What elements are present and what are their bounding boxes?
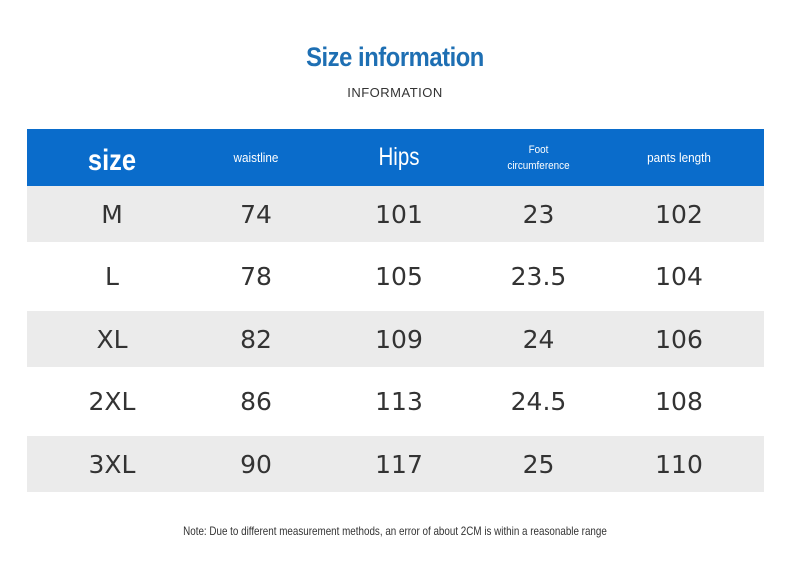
cell-size: XL (96, 324, 128, 354)
cell-waistline: 86 (240, 387, 272, 416)
measurement-note: Note: Due to different measurement metho… (183, 524, 607, 538)
cell-foot-circumference: 25 (522, 449, 555, 479)
table-row: XL 82 109 24 106 (27, 311, 764, 367)
column-header-hips: Hips (378, 143, 420, 171)
table-row: 2XL 86 113 24.5 108 (27, 367, 764, 436)
cell-hips: 113 (375, 387, 423, 416)
column-header-foot-line1: Foot (528, 143, 549, 156)
cell-foot-circumference: 24.5 (510, 387, 567, 416)
column-header-foot-line2: circumference (507, 159, 570, 172)
cell-hips: 101 (375, 199, 423, 229)
cell-pants-length: 104 (655, 262, 703, 291)
column-header-foot-circumference: Foot circumference (489, 142, 589, 174)
cell-waistline: 74 (240, 199, 272, 229)
table-row: L 78 105 23.5 104 (27, 242, 764, 311)
table-row: 3XL 90 117 25 110 (27, 436, 764, 492)
cell-foot-circumference: 23 (522, 199, 555, 229)
cell-waistline: 82 (240, 324, 272, 354)
page-title: Size information (306, 42, 484, 72)
cell-pants-length: 108 (655, 387, 703, 416)
cell-size: L (105, 262, 119, 291)
cell-waistline: 90 (240, 449, 272, 479)
page-subtitle: INFORMATION (347, 85, 443, 100)
cell-size: 3XL (88, 449, 136, 479)
column-header-waistline: waistline (233, 150, 279, 165)
cell-pants-length: 106 (655, 324, 703, 354)
column-header-size: size (87, 143, 137, 177)
cell-waistline: 78 (240, 262, 272, 291)
column-header-pants-length: pants length (647, 150, 711, 165)
cell-hips: 105 (375, 262, 423, 291)
cell-size: M (101, 199, 123, 229)
cell-size: 2XL (88, 387, 136, 416)
cell-pants-length: 110 (655, 449, 703, 479)
cell-foot-circumference: 23.5 (510, 262, 567, 291)
cell-hips: 109 (375, 324, 423, 354)
cell-pants-length: 102 (655, 199, 703, 229)
cell-hips: 117 (375, 449, 423, 479)
table-row: M 74 101 23 102 (27, 186, 764, 242)
table-header: size waistline Hips Foot circumference p… (27, 129, 764, 186)
size-table: size waistline Hips Foot circumference p… (27, 129, 764, 492)
cell-foot-circumference: 24 (522, 324, 555, 354)
